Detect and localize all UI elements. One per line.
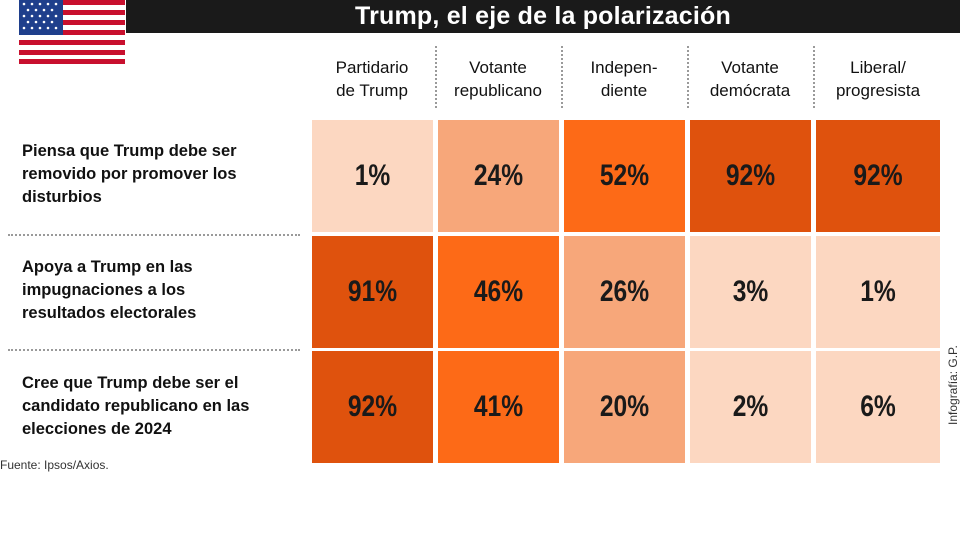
column-divider: [813, 46, 815, 108]
row-label-removido: Piensa que Trump debe ser removido por p…: [22, 140, 304, 209]
heatmap-cell: [690, 236, 811, 348]
column-header-liberal: Liberal/ progresista: [816, 56, 940, 106]
column-divider: [687, 46, 689, 108]
column-header-partidario: Partidario de Trump: [312, 56, 432, 106]
row-label-line: resultados electorales: [22, 304, 197, 322]
heatmap-value-label: 92%: [853, 159, 903, 192]
heatmap-cell: [690, 120, 811, 232]
column-header-independiente: Indepen- diente: [564, 56, 684, 106]
column-header-line: Liberal/: [850, 58, 906, 77]
heatmap-value-label: 46%: [473, 275, 524, 308]
heatmap-value-label: 41%: [473, 390, 524, 423]
column-header-line: de Trump: [336, 81, 408, 100]
heatmap-value-label: 3%: [732, 275, 769, 308]
column-header-line: diente: [600, 81, 648, 100]
column-header-line: Partidario: [335, 58, 409, 77]
heatmap-value-label: 52%: [599, 159, 650, 192]
heatmap-value-label: 1%: [860, 275, 896, 308]
heatmap-cell: [312, 351, 433, 463]
row-label-line: Piensa que Trump debe ser: [22, 142, 237, 160]
row-label-line: elecciones de 2024: [22, 420, 172, 438]
heatmap-value-label: 91%: [347, 275, 398, 308]
row-label-line: candidato republicano en las: [22, 397, 250, 415]
column-header-line: Indepen-: [590, 58, 658, 77]
column-header-line: Votante: [721, 58, 779, 77]
heatmap-cell: [312, 236, 433, 348]
source-note: Fuente: Ipsos/Axios.: [0, 458, 109, 472]
heatmap-cell: [564, 120, 685, 232]
column-header-line: Votante: [469, 58, 527, 77]
column-divider: [561, 46, 563, 108]
row-divider: [8, 234, 300, 236]
column-divider: [435, 46, 437, 108]
heatmap-value-label: 92%: [347, 390, 398, 423]
row-label-line: removido por promover los: [22, 165, 237, 183]
heatmap-cell: [690, 351, 811, 463]
heatmap-cell: [564, 236, 685, 348]
row-label-line: impugnaciones a los: [22, 281, 186, 299]
heatmap-cell: [438, 351, 559, 463]
column-header-line: progresista: [835, 81, 921, 100]
row-label-line: disturbios: [22, 188, 102, 206]
heatmap-value-label: 1%: [354, 159, 391, 192]
chart-title: Trump, el eje de la polarización: [126, 0, 960, 33]
row-label-candidato-2024: Cree que Trump debe ser el candidato rep…: [22, 372, 304, 441]
heatmap-cell: [816, 236, 940, 348]
heatmap-cell: [816, 351, 940, 463]
heatmap-cell: [438, 120, 559, 232]
heatmap-value-label: 2%: [732, 390, 769, 423]
row-label-impugnaciones: Apoya a Trump en las impugnaciones a los…: [22, 256, 304, 325]
heatmap-value-label: 26%: [599, 275, 650, 308]
heatmap-value-label: 20%: [599, 390, 650, 423]
row-divider: [8, 349, 300, 351]
heatmap-cell: [564, 351, 685, 463]
heatmap-cell: [816, 120, 940, 232]
row-label-line: Apoya a Trump en las: [22, 258, 193, 276]
credit-note: Infografía: G.P.: [946, 345, 960, 425]
heatmap-value-label: 92%: [725, 159, 776, 192]
us-flag-icon: [19, 0, 125, 64]
heatmap-value-label: 6%: [860, 390, 896, 423]
row-label-line: Cree que Trump debe ser el: [22, 374, 239, 392]
column-header-line: demócrata: [709, 81, 791, 100]
heatmap-value-label: 24%: [473, 159, 524, 192]
column-header-line: republicano: [454, 81, 542, 100]
heatmap-cell: [438, 236, 559, 348]
heatmap-cell: [312, 120, 433, 232]
column-header-republicano: Votante republicano: [438, 56, 558, 106]
column-header-democrata: Votante demócrata: [690, 56, 810, 106]
